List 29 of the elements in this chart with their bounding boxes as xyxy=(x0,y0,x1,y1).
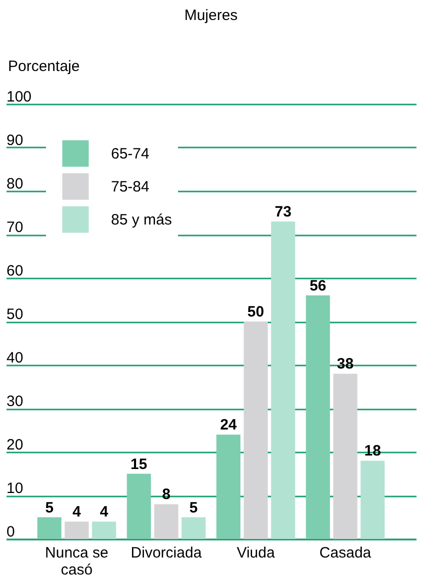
y-tick-label: 0 xyxy=(6,524,15,540)
y-axis-title: Porcentaje xyxy=(8,58,80,75)
x-tick-label: Nunca se casó xyxy=(45,544,108,578)
legend-label: 85 y más xyxy=(111,212,172,228)
y-tick-label: 100 xyxy=(6,88,32,106)
x-tick-label: Casada xyxy=(319,544,372,562)
y-tick-label: 20 xyxy=(6,436,24,454)
data-label: 73 xyxy=(274,203,292,220)
data-label: 50 xyxy=(247,304,264,320)
y-tick-label: 50 xyxy=(6,306,24,323)
y-tick-label: 80 xyxy=(6,176,24,192)
y-tick-label: 90 xyxy=(6,132,24,149)
y-tick-label: 40 xyxy=(6,350,24,366)
y-tick-label: 10 xyxy=(6,480,24,497)
data-label: 5 xyxy=(189,499,198,516)
data-label: 4 xyxy=(100,504,109,521)
x-tick-label: Divorciada xyxy=(130,544,202,562)
legend-label: 75-84 xyxy=(111,178,150,196)
y-tick-label: 60 xyxy=(6,262,24,280)
data-label: 4 xyxy=(72,504,82,521)
y-tick-label: 70 xyxy=(6,219,24,236)
chart-title: Mujeres xyxy=(184,7,238,24)
x-tick-label: Viuda xyxy=(236,544,276,562)
data-label: 5 xyxy=(45,499,54,516)
data-label: 56 xyxy=(310,277,326,294)
legend-label: 65-74 xyxy=(111,146,150,162)
data-label: 24 xyxy=(220,416,238,434)
y-tick-label: 30 xyxy=(6,393,24,410)
data-label: 15 xyxy=(130,456,148,473)
